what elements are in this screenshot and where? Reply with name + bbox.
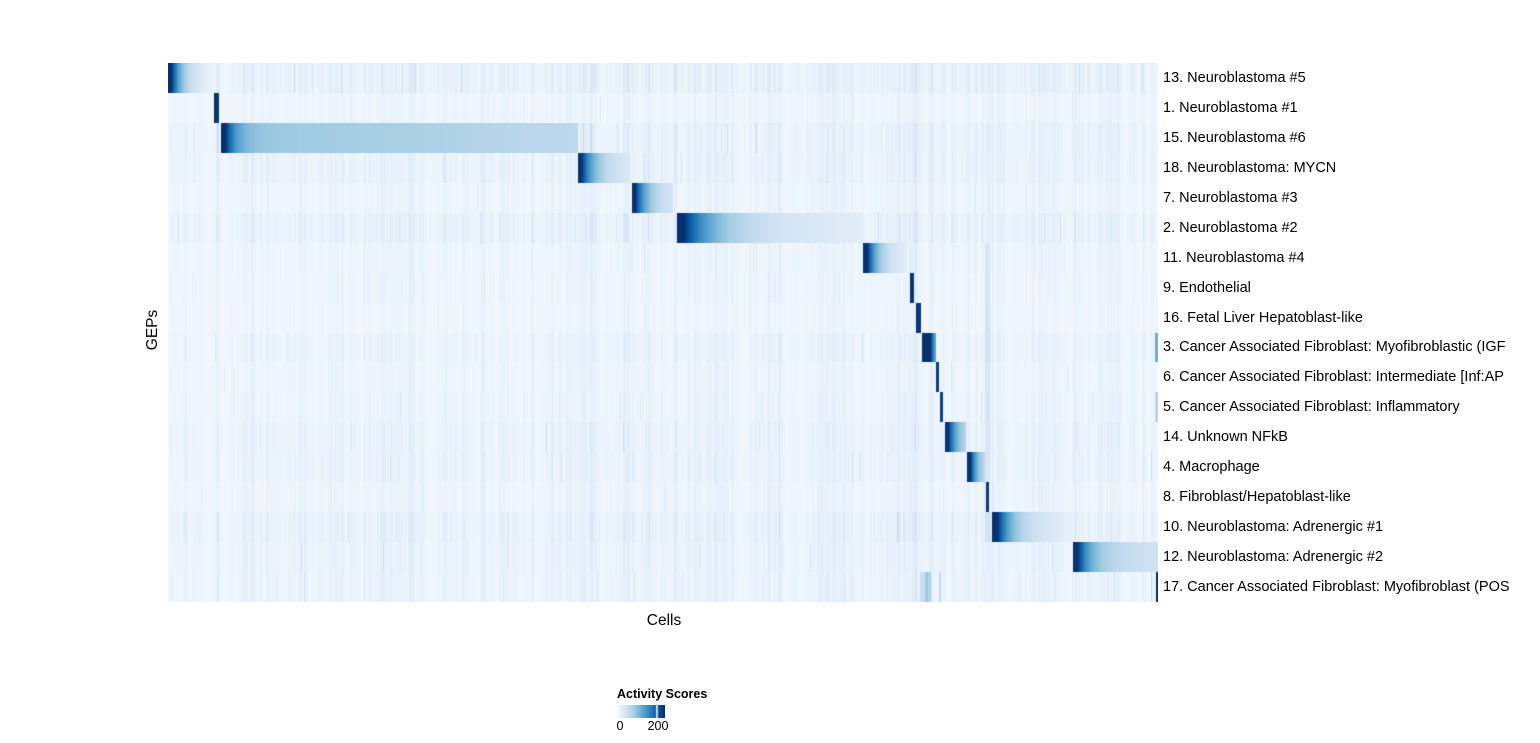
legend-title: Activity Scores	[617, 687, 708, 701]
row-label: 7. Neuroblastoma #3	[1163, 189, 1298, 206]
row-label: 8. Fibroblast/Hepatoblast-like	[1163, 489, 1351, 506]
row-label: 10. Neuroblastoma: Adrenergic #1	[1163, 519, 1384, 536]
row-label: 18. Neuroblastoma: MYCN	[1163, 159, 1337, 176]
activity-scores-legend: Activity Scores 0 200	[617, 687, 747, 733]
row-label: 16. Fetal Liver Hepatoblast-like	[1163, 309, 1363, 326]
legend-tick-200: 200	[647, 719, 669, 733]
row-label: 12. Neuroblastoma: Adrenergic #2	[1163, 549, 1384, 566]
row-label: 14. Unknown NFkB	[1163, 429, 1288, 446]
row-label: 9. Endothelial	[1163, 279, 1251, 296]
legend-colorbar	[617, 705, 665, 718]
legend-tick-0: 0	[616, 719, 624, 733]
row-label: 5. Cancer Associated Fibroblast: Inflamm…	[1163, 399, 1460, 416]
row-label: 11. Neuroblastoma #4	[1163, 249, 1305, 266]
gep-row-labels: 13. Neuroblastoma #5 1. Neuroblastoma #1 1…	[1163, 63, 1540, 602]
row-label: 17. Cancer Associated Fibroblast: Myofib…	[1163, 579, 1510, 596]
row-label: 2. Neuroblastoma #2	[1163, 219, 1298, 236]
row-label: 13. Neuroblastoma #5	[1163, 69, 1306, 86]
heatmap-canvas	[168, 63, 1158, 602]
x-axis-label: Cells	[646, 612, 682, 629]
row-label: 4. Macrophage	[1163, 459, 1260, 476]
row-label: 1. Neuroblastoma #1	[1163, 99, 1298, 116]
legend-tick-labels: 0 200	[617, 718, 747, 733]
row-label: 6. Cancer Associated Fibroblast: Interme…	[1163, 369, 1504, 386]
y-axis-label: GEPs	[144, 309, 161, 351]
row-label: 3. Cancer Associated Fibroblast: Myofibr…	[1163, 339, 1506, 356]
row-label: 15. Neuroblastoma #6	[1163, 129, 1306, 146]
